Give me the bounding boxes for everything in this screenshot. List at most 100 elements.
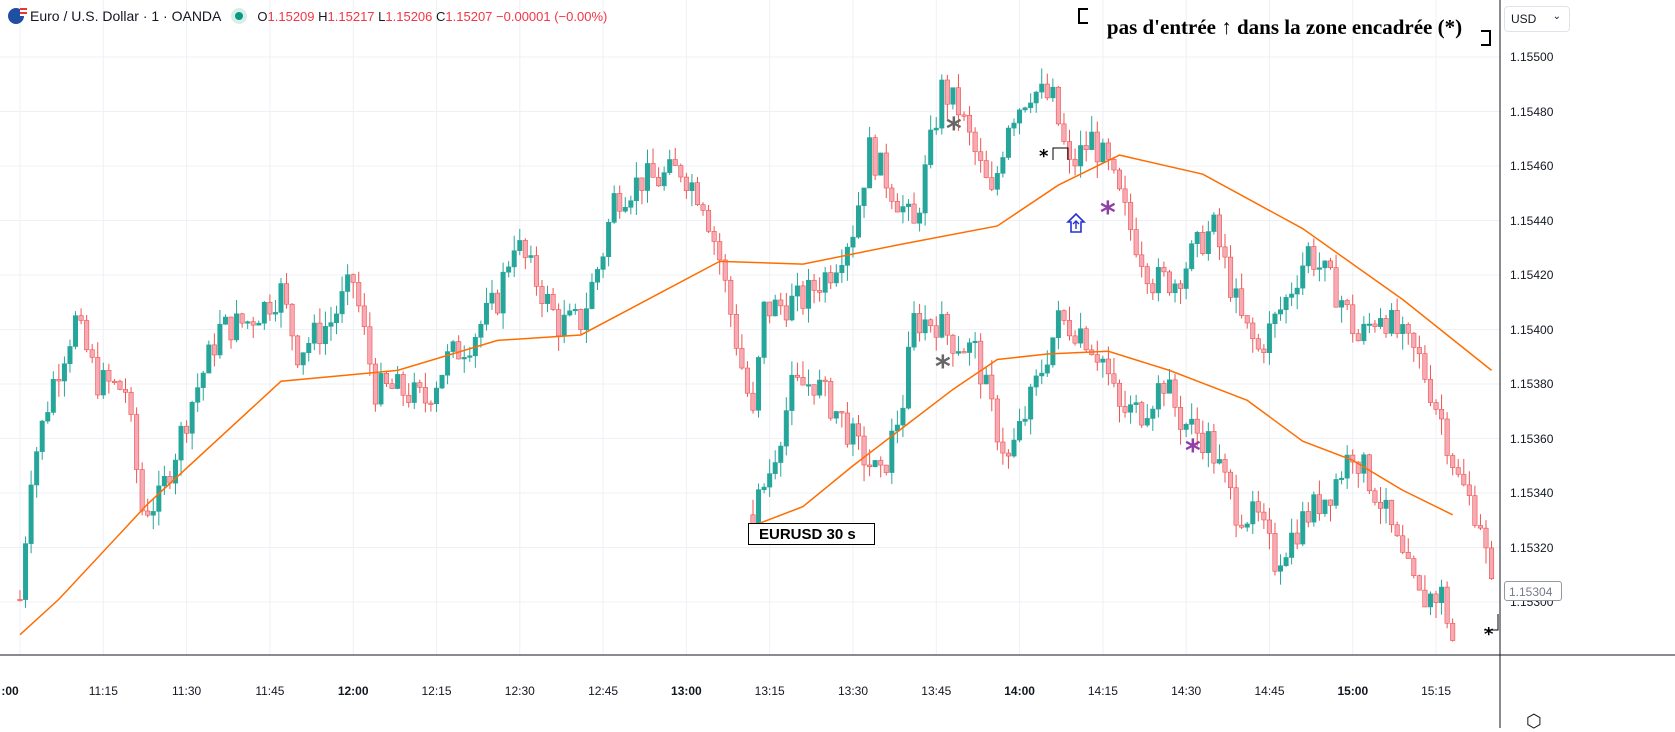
overlay-candle — [1178, 407, 1184, 430]
price-tick-label: 1.15400 — [1510, 322, 1554, 337]
overlay-candle — [1172, 379, 1178, 408]
main-candle — [1322, 260, 1328, 269]
overlay-candle — [1339, 477, 1345, 480]
main-candle — [1089, 131, 1095, 150]
main-candle — [400, 374, 406, 396]
time-tick-label: 15:15 — [1421, 684, 1452, 698]
main-candle — [694, 182, 700, 205]
main-candle — [872, 137, 878, 176]
main-candle — [89, 349, 95, 358]
symbol-title[interactable]: Euro / U.S. Dollar · 1 · OANDA — [30, 8, 222, 24]
overlay-candle — [1328, 499, 1334, 506]
main-candle — [1078, 145, 1084, 167]
overlay-candle — [1405, 552, 1411, 559]
overlay-candle — [1133, 402, 1139, 405]
overlay-label[interactable]: EURUSD 30 s — [748, 523, 875, 545]
main-candle — [23, 543, 29, 600]
main-candle — [306, 342, 312, 354]
time-tick-label: 14:45 — [1254, 684, 1285, 698]
main-candle — [134, 414, 140, 470]
main-candle — [1055, 86, 1061, 125]
overlay-candle — [761, 486, 767, 490]
overlay-candle — [950, 334, 956, 354]
main-candle — [728, 279, 734, 315]
main-candle — [628, 200, 634, 208]
price-tick-label: 1.15340 — [1510, 486, 1554, 500]
main-candle — [289, 303, 295, 337]
main-candle — [128, 392, 134, 415]
overlay-candle — [1266, 519, 1272, 534]
overlay-candle — [789, 374, 795, 411]
main-candle — [622, 206, 628, 212]
overlay-candle — [833, 411, 839, 419]
main-candle — [900, 206, 906, 213]
time-tick-label: 11:45 — [255, 684, 285, 698]
overlay-candle — [1289, 532, 1295, 558]
main-candle — [933, 127, 939, 131]
main-candle — [156, 485, 162, 512]
overlay-candle — [1083, 328, 1089, 351]
overlay-candle — [994, 398, 1000, 443]
main-candle — [1422, 353, 1428, 380]
market-status-icon[interactable] — [231, 8, 248, 24]
main-candle — [461, 357, 467, 360]
overlay-candle — [1105, 358, 1111, 375]
overlay-candle — [967, 342, 973, 353]
price-tick-label: 1.15440 — [1510, 213, 1554, 228]
settings-gear-icon[interactable]: ⬡ — [1526, 711, 1542, 731]
main-candle — [667, 159, 673, 173]
main-candle — [1344, 300, 1350, 306]
overlay-candle — [1166, 379, 1172, 394]
main-candle — [1433, 402, 1439, 410]
main-candle — [150, 511, 156, 516]
main-candle — [1239, 288, 1245, 316]
overlay-candle — [905, 346, 911, 409]
main-candle — [1039, 83, 1045, 93]
main-candle — [1305, 246, 1311, 267]
main-candle — [722, 259, 728, 281]
main-candle — [1311, 246, 1317, 270]
main-candle — [955, 87, 961, 116]
overlay-candle — [1022, 418, 1028, 422]
main-candle — [161, 475, 167, 487]
main-candle — [789, 295, 795, 321]
overlay-candle — [1205, 431, 1211, 453]
main-candle — [894, 201, 900, 213]
currency-select[interactable]: USD ⌄ — [1504, 6, 1570, 32]
main-candle — [406, 394, 412, 403]
main-candle — [361, 305, 367, 328]
main-candle — [1483, 527, 1489, 549]
currency-label: USD — [1511, 12, 1537, 26]
overlay-candle — [1128, 404, 1134, 413]
overlay-candle — [817, 379, 823, 396]
price-tick-label: 1.15320 — [1510, 540, 1554, 555]
main-candle — [145, 510, 151, 516]
overlay-candle — [1433, 593, 1439, 604]
main-candle — [917, 212, 923, 224]
main-candle — [417, 382, 423, 388]
overlay-candle — [1039, 372, 1045, 377]
main-candle — [889, 187, 895, 202]
main-candle — [939, 79, 945, 129]
main-candle — [606, 222, 612, 258]
main-candle — [1427, 379, 1433, 403]
main-candle — [1294, 287, 1300, 295]
main-candle — [1316, 267, 1322, 270]
asterisk-marker-gray: * — [935, 350, 951, 385]
main-candle — [372, 363, 378, 405]
annotation-no-entry[interactable]: pas d'entrée ↑ dans la zone encadrée (*) — [1078, 8, 1491, 46]
price-tick-label: 1.15380 — [1510, 377, 1554, 391]
main-candle — [978, 151, 984, 161]
main-candle — [389, 383, 395, 389]
main-candle — [78, 315, 84, 321]
overlay-candle — [1100, 358, 1106, 363]
main-candle — [983, 160, 989, 178]
main-candle — [1128, 202, 1134, 230]
overlay-candle — [883, 464, 889, 473]
overlay-candle — [1411, 558, 1417, 576]
main-candle — [1439, 409, 1445, 420]
main-candle — [383, 373, 389, 384]
overlay-candle — [822, 379, 828, 382]
main-candle — [778, 299, 784, 307]
